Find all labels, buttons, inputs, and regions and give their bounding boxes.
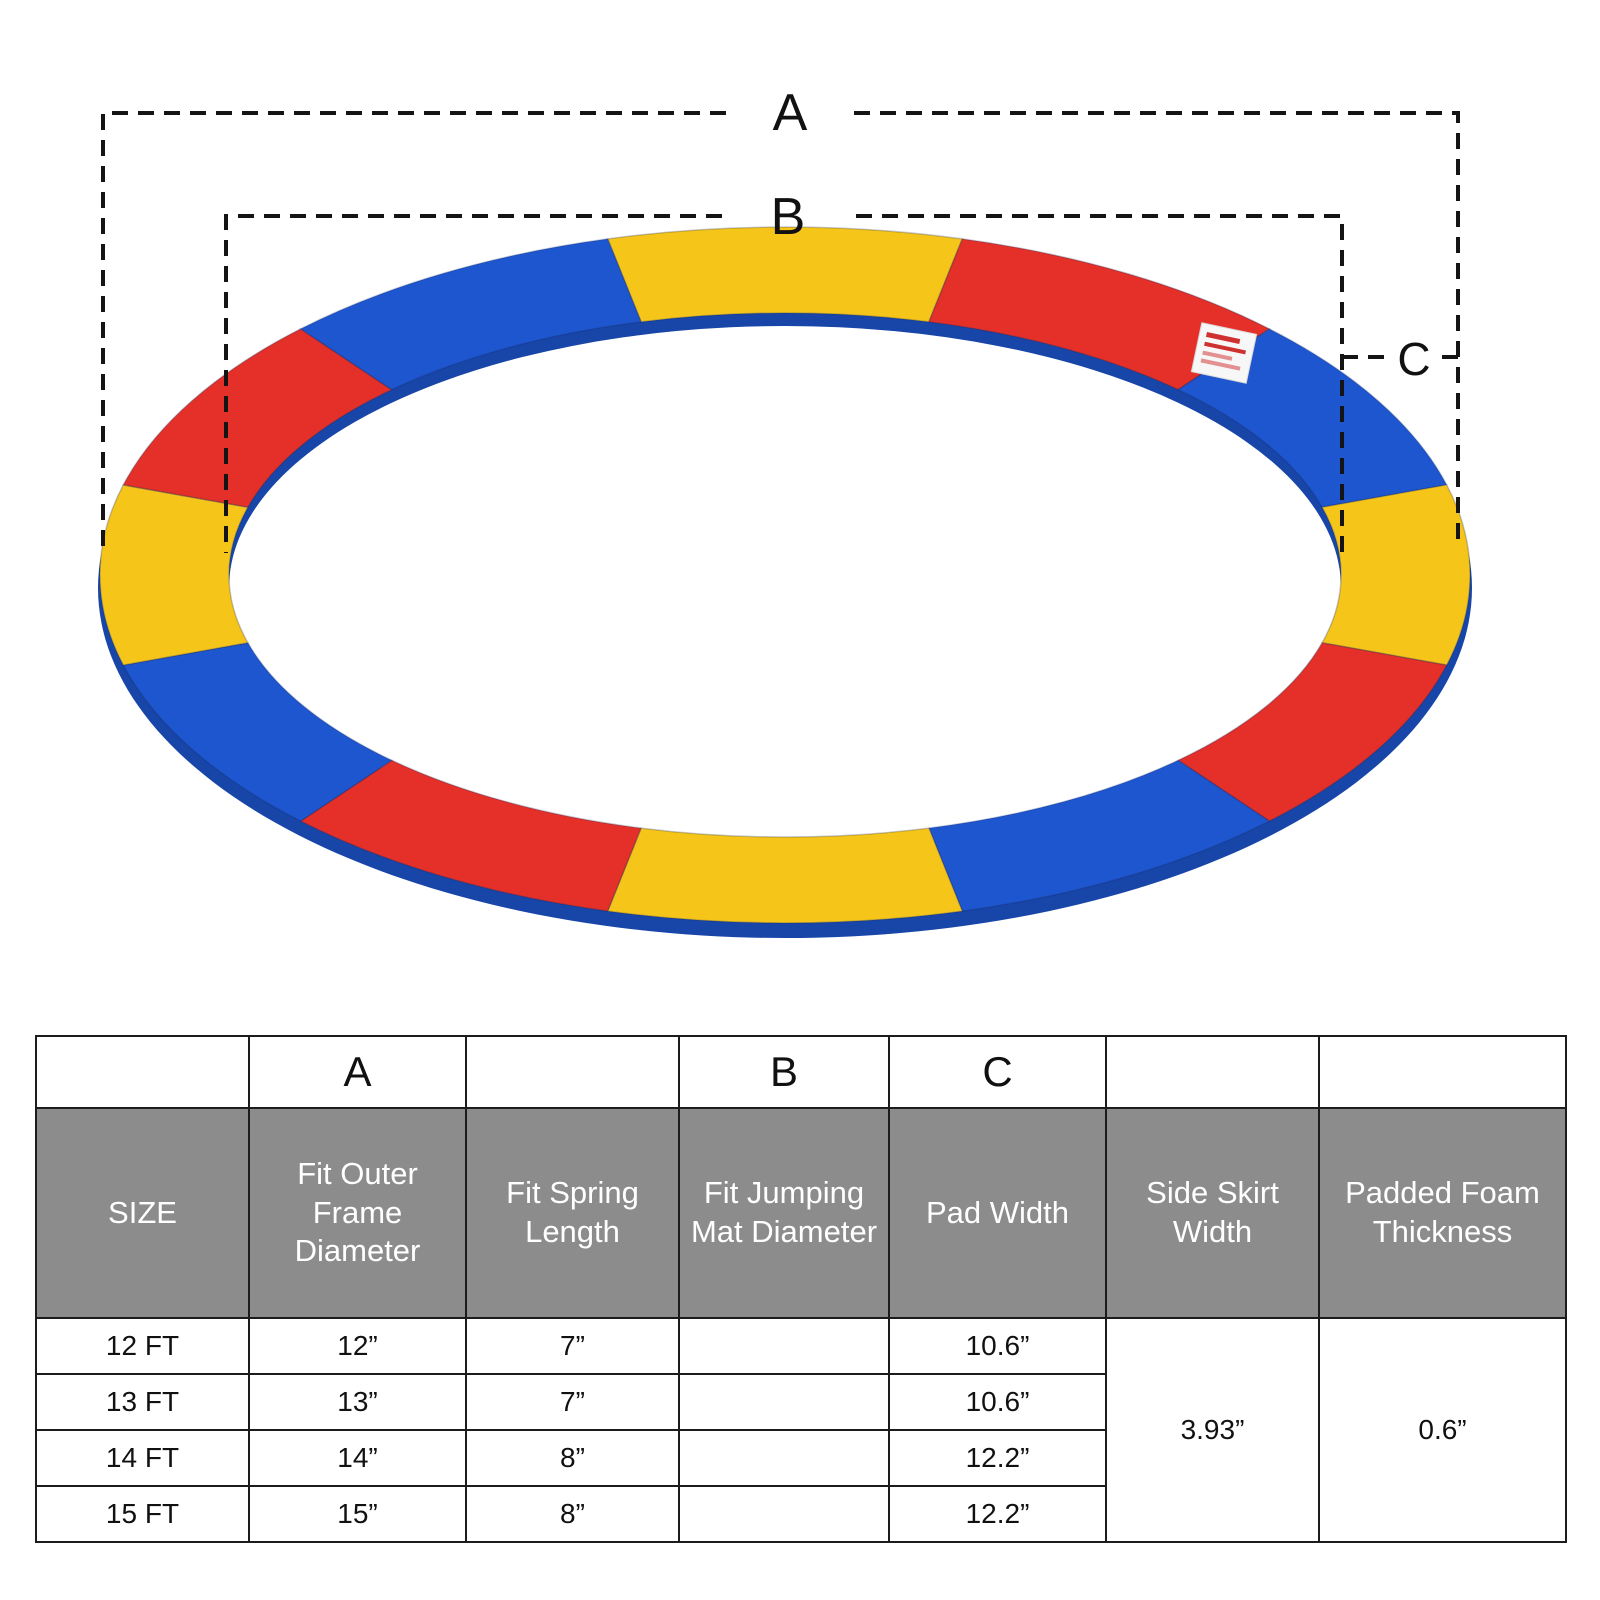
table-cell-padded-foam-thickness: 0.6” <box>1318 1317 1567 1543</box>
label-tag-line <box>1205 332 1241 344</box>
table-cell: 10.6” <box>888 1373 1107 1431</box>
trampoline-pad-diagram: A B C <box>98 84 1472 938</box>
table-cell-side-skirt-width: 3.93” <box>1105 1317 1320 1543</box>
table-letter-row: A B C <box>35 1035 1567 1109</box>
column-header-size: SIZE <box>35 1107 250 1319</box>
column-header-side-skirt: Side Skirt Width <box>1105 1107 1320 1319</box>
dimension-label-c: C <box>1397 333 1430 385</box>
table-cell <box>678 1429 890 1487</box>
table-cell: 8” <box>465 1429 680 1487</box>
label-tag-line <box>1204 341 1246 355</box>
pad-segment-yellow <box>606 827 964 924</box>
table-cell: 14” <box>248 1429 467 1487</box>
table-cell: 12 FT <box>35 1317 250 1375</box>
table-cell: 12.2” <box>888 1429 1107 1487</box>
table-cell: 8” <box>465 1485 680 1543</box>
label-tag-line <box>1200 358 1241 371</box>
dimension-label-b: B <box>771 188 806 246</box>
measurement-line-b <box>224 214 1344 558</box>
table-cell <box>678 1317 890 1375</box>
dimension-letter-cell <box>1105 1035 1320 1109</box>
table-header-row: SIZE Fit Outer Frame Diameter Fit Spring… <box>35 1107 1567 1319</box>
table-cell: 12” <box>248 1317 467 1375</box>
column-header-foam-thickness: Padded Foam Thickness <box>1318 1107 1567 1319</box>
product-label-tag <box>1190 322 1258 384</box>
table-cell: 13 FT <box>35 1373 250 1431</box>
column-header-frame-diameter: Fit Outer Frame Diameter <box>248 1107 467 1319</box>
label-tag-paper <box>1190 322 1258 384</box>
table-cell: 14 FT <box>35 1429 250 1487</box>
dimension-label-a: A <box>773 84 808 142</box>
pad-diagram-svg: A B C <box>98 84 1472 938</box>
pad-segment-blue <box>299 238 643 391</box>
table-row: 13 FT 13” 7” 10.6” <box>35 1373 1566 1431</box>
table-cell: 13” <box>248 1373 467 1431</box>
table-cell <box>678 1373 890 1431</box>
measurement-line-a <box>101 111 1460 548</box>
table-cell: 15 FT <box>35 1485 250 1543</box>
column-header-mat-diameter: Fit Jumping Mat Diameter <box>678 1107 890 1319</box>
pad-segment-yellow <box>1320 484 1471 666</box>
spec-table: A B C SIZE Fit Outer Frame Diameter Fit … <box>35 1035 1567 1543</box>
measurement-lines <box>101 111 1460 558</box>
dimension-letter-cell <box>1318 1035 1567 1109</box>
table-cell: 7” <box>465 1373 680 1431</box>
table-cell: 15” <box>248 1485 467 1543</box>
table-row: 15 FT 15” 8” 12.2” <box>35 1485 1566 1543</box>
table-cell: 10.6” <box>888 1317 1107 1375</box>
dimension-letter-cell <box>35 1035 250 1109</box>
column-header-spring-length: Fit Spring Length <box>465 1107 680 1319</box>
dimension-letter-cell: B <box>678 1035 890 1109</box>
pad-ring <box>98 226 1472 938</box>
label-tag-line <box>1202 350 1233 361</box>
dimension-letter-cell <box>465 1035 680 1109</box>
table-cell: 12.2” <box>888 1485 1107 1543</box>
dimension-letter-cell: C <box>888 1035 1107 1109</box>
column-header-pad-width: Pad Width <box>888 1107 1107 1319</box>
table-row: 12 FT 12” 7” 10.6” 3.93” 0.6” <box>35 1317 1567 1543</box>
table-row: 14 FT 14” 8” 12.2” <box>35 1429 1566 1487</box>
table-cell <box>678 1485 890 1543</box>
dimension-letter-cell: A <box>248 1035 467 1109</box>
table-cell: 7” <box>465 1317 680 1375</box>
